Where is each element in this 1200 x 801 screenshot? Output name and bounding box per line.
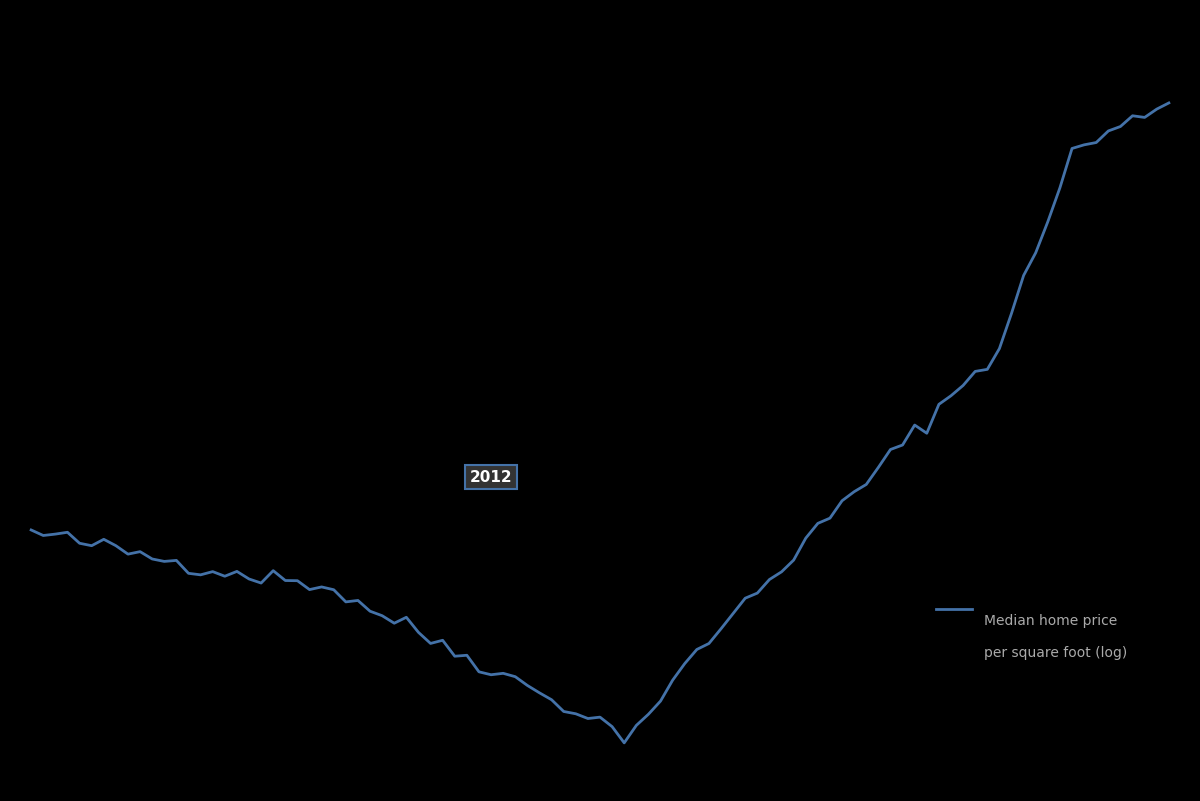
Text: 2012: 2012 <box>469 469 512 485</box>
Text: per square foot (log): per square foot (log) <box>984 646 1127 660</box>
Text: Median home price: Median home price <box>984 614 1117 628</box>
